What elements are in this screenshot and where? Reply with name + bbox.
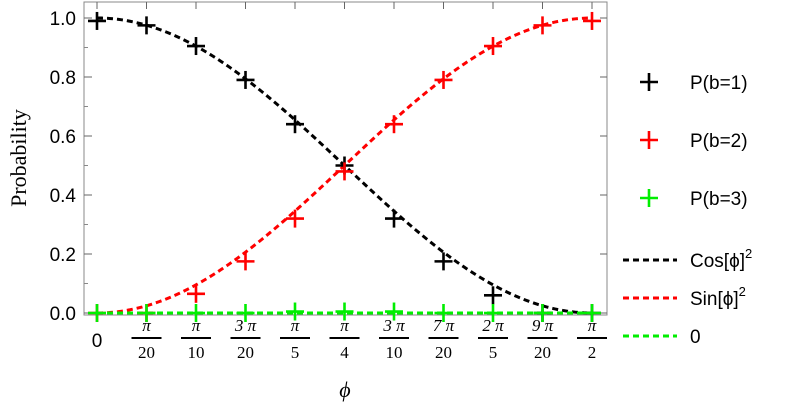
- x-tick-label-denominator: 20: [435, 343, 452, 362]
- legend-marker-series2: [640, 131, 658, 149]
- point-series2: [187, 284, 206, 303]
- point-series2: [434, 70, 453, 89]
- point-series1: [385, 209, 404, 228]
- point-series3: [187, 304, 206, 322]
- legend-label-series2: P(b=2): [690, 131, 748, 152]
- point-series3: [385, 302, 404, 321]
- legend-label-cos2: Cos[ϕ]2: [690, 246, 752, 272]
- point-series3: [583, 304, 602, 322]
- point-series1: [286, 115, 305, 134]
- legend-label-series1: P(b=1): [690, 73, 748, 94]
- x-tick-label-numerator: 3 π: [234, 316, 257, 335]
- x-tick-label: 0: [92, 331, 103, 352]
- x-tick-label-numerator: π: [142, 316, 151, 335]
- y-axis-title: Probability: [6, 109, 31, 207]
- x-tick-label-denominator: 10: [386, 343, 403, 362]
- y-tick-label: 1.0: [50, 9, 76, 30]
- point-series1: [187, 37, 206, 56]
- point-series1: [236, 70, 255, 89]
- y-tick-label: 0.0: [50, 304, 76, 325]
- legend-marker-series3: [640, 189, 658, 207]
- point-series3: [236, 304, 255, 322]
- point-series2: [583, 11, 602, 30]
- point-series3: [484, 304, 503, 322]
- x-tick-label-denominator: 2: [588, 343, 597, 362]
- point-series2: [286, 209, 305, 228]
- y-tick-label: 0.6: [50, 127, 76, 148]
- legend: P(b=1) P(b=2) P(b=3) Cos[ϕ]2 Sin[ϕ]2 0: [623, 73, 752, 348]
- point-series2: [335, 162, 354, 181]
- x-tick-label-denominator: 4: [340, 343, 349, 362]
- point-series1: [88, 11, 106, 30]
- point-series2: [533, 16, 552, 35]
- point-series2: [484, 37, 503, 56]
- legend-superscript: 2: [745, 246, 752, 261]
- x-tick-label-denominator: 10: [188, 343, 205, 362]
- x-tick-label-numerator: 3 π: [382, 316, 405, 335]
- legend-superscript: 2: [739, 284, 746, 299]
- x-tick-label-denominator: 20: [237, 343, 254, 362]
- x-tick-label-numerator: 9 π: [532, 316, 554, 335]
- legend-label-zero: 0: [690, 327, 701, 348]
- point-series2: [385, 115, 404, 134]
- point-series3: [335, 302, 354, 321]
- point-series3: [88, 304, 106, 322]
- point-series3: [533, 304, 552, 322]
- x-tick-label-numerator: π: [192, 316, 201, 335]
- point-series3: [137, 304, 156, 322]
- x-tick-label-denominator: 20: [534, 343, 551, 362]
- data-points: [88, 11, 602, 322]
- x-tick-label-numerator: π: [588, 316, 597, 335]
- x-tick-label-denominator: 20: [138, 343, 155, 362]
- point-series3: [286, 302, 305, 321]
- point-series2: [236, 252, 255, 271]
- point-series1: [434, 252, 453, 271]
- point-series1: [137, 16, 156, 35]
- x-tick-label-numerator: 2 π: [482, 316, 504, 335]
- x-tick-label-numerator: π: [291, 316, 300, 335]
- point-series3: [434, 304, 453, 322]
- x-tick-label-denominator: 5: [291, 343, 300, 362]
- y-tick-label: 0.8: [50, 68, 76, 89]
- point-series1: [484, 286, 503, 305]
- x-tick-label-numerator: 7 π: [433, 316, 455, 335]
- x-tick-label-denominator: 5: [489, 343, 498, 362]
- legend-marker-series1: [640, 73, 658, 91]
- axes: 0.0 0.2 0.4 0.6 0.8 1.0 0 π 20 π 10 3 π 20 π 5 π 4 3 π 10 7…: [50, 2, 608, 362]
- x-tick-label-numerator: π: [340, 316, 349, 335]
- y-tick-label: 0.2: [50, 245, 76, 266]
- x-axis-title: ϕ: [339, 377, 350, 402]
- legend-label-series3: P(b=3): [690, 189, 748, 210]
- y-tick-label: 0.4: [50, 186, 77, 207]
- legend-label-sin2: Sin[ϕ]2: [690, 284, 746, 310]
